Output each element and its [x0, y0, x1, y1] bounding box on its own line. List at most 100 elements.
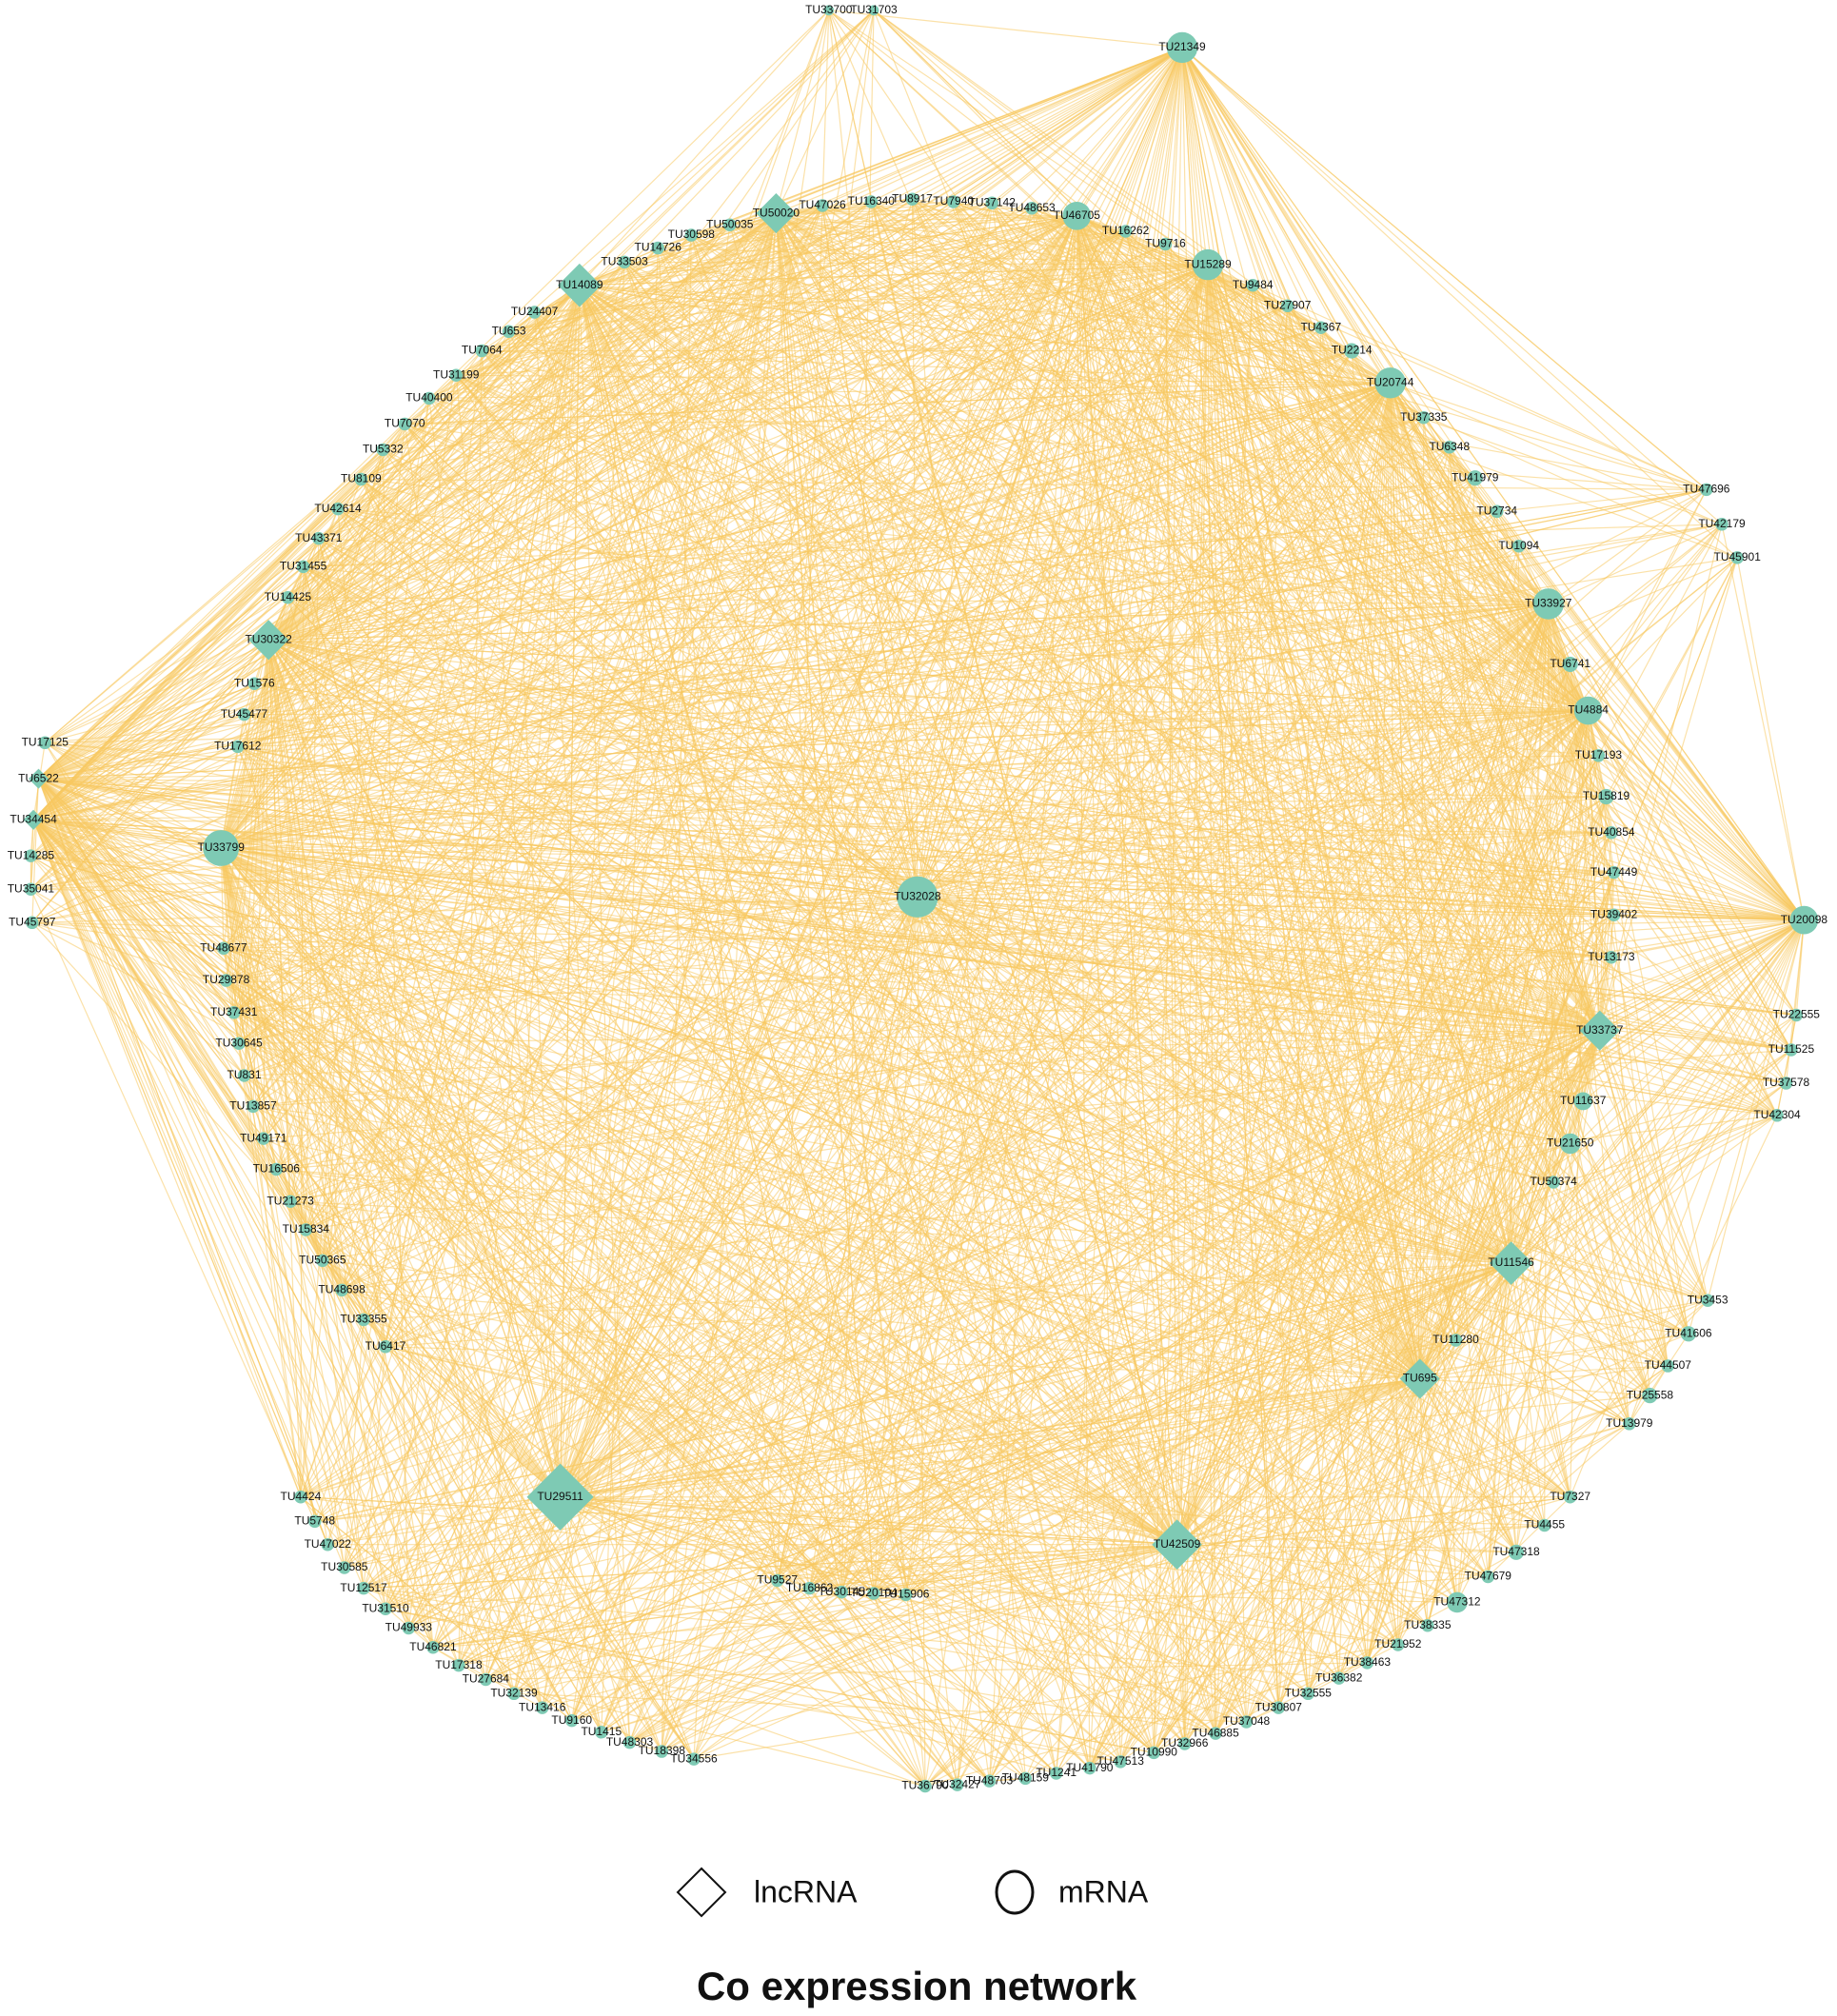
edge: [300, 449, 384, 1497]
edge: [1176, 1015, 1797, 1546]
node-label: TU7940: [933, 194, 974, 208]
node-circle: [308, 1514, 322, 1529]
edge: [382, 449, 409, 1629]
edge: [1582, 919, 1805, 1102]
node: TU46705: [1054, 201, 1100, 230]
edge: [385, 1608, 1155, 1753]
node-circle: [951, 1778, 964, 1791]
node-circle: [868, 5, 879, 16]
edge: [560, 1496, 906, 1595]
node-circle: [1563, 1491, 1577, 1504]
node: TU2214: [1332, 343, 1373, 359]
edge: [917, 896, 1669, 1367]
edge: [1181, 47, 1550, 604]
node: TU4884: [1568, 696, 1609, 725]
edge: [560, 201, 872, 1497]
edge: [1153, 914, 1615, 1753]
node-label: TU33700: [805, 3, 853, 16]
node-label: TU20744: [1367, 375, 1414, 388]
node-label: TU30598: [668, 227, 716, 241]
node-circle: [946, 195, 960, 208]
edge: [407, 285, 581, 1629]
edge: [32, 819, 1155, 1753]
node-circle: [1573, 1092, 1592, 1111]
node-label: TU22555: [1773, 1008, 1821, 1021]
edge: [1076, 47, 1183, 217]
node: TU5748: [294, 1514, 335, 1529]
edge: [289, 382, 1392, 1202]
node: TU48677: [200, 940, 247, 956]
edge: [221, 847, 1600, 1032]
edge: [840, 306, 1289, 1592]
edge: [268, 639, 1612, 959]
edge: [662, 1496, 1570, 1752]
edge: [404, 424, 1399, 1646]
edge: [363, 446, 1451, 1590]
node: TU27907: [1264, 298, 1312, 313]
edge: [873, 10, 1077, 217]
edge: [38, 778, 1456, 1341]
edge: [693, 213, 777, 1760]
edge: [30, 709, 1589, 890]
node: TU45901: [1714, 550, 1761, 564]
edge: [1511, 1262, 1650, 1396]
node-label: TU48159: [1002, 1771, 1050, 1785]
edge: [322, 202, 993, 1261]
edge: [821, 205, 1517, 1553]
edge: [911, 199, 1421, 1379]
node-label: TU33355: [340, 1313, 387, 1326]
node-diamond: [1579, 1010, 1620, 1051]
edge: [220, 847, 434, 1648]
node: TU7064: [462, 344, 503, 358]
node: TU16340: [848, 194, 895, 208]
edge: [775, 212, 1057, 1774]
node: TU8917: [892, 191, 933, 206]
node-label: TU20098: [1781, 913, 1828, 926]
edge: [579, 285, 1279, 1709]
edge: [32, 508, 339, 820]
edge: [337, 230, 1126, 510]
edge: [1419, 1377, 1650, 1396]
edge: [341, 205, 823, 1291]
edge: [693, 1644, 1398, 1760]
node-label: TU14285: [8, 848, 55, 861]
edge: [485, 1662, 1368, 1681]
edge: [1366, 1299, 1709, 1664]
edge: [38, 778, 1787, 1084]
edge: [1487, 1496, 1571, 1577]
edge: [1153, 603, 1550, 1753]
edge: [661, 417, 1425, 1752]
node: TU49171: [240, 1131, 287, 1145]
node: TU13173: [1588, 950, 1635, 964]
edge: [1176, 1049, 1792, 1546]
node-circle: [1770, 1109, 1784, 1122]
node-label: TU32555: [1285, 1686, 1333, 1699]
edge: [303, 566, 386, 1347]
edge: [37, 778, 328, 1545]
node: TU31455: [280, 560, 327, 574]
edge: [905, 796, 1607, 1595]
node-label: TU37335: [1400, 410, 1448, 424]
node-label: TU46885: [1192, 1726, 1239, 1739]
edge: [657, 247, 1549, 605]
edge: [542, 10, 875, 1709]
edge: [1629, 919, 1805, 1424]
edge: [1125, 230, 1458, 1603]
node-label: TU13416: [519, 1700, 566, 1713]
edge: [917, 244, 1167, 898]
node-circle: [1562, 656, 1578, 673]
node-circle: [502, 325, 516, 339]
edge: [385, 1346, 1458, 1604]
node: TU47318: [1492, 1544, 1540, 1560]
edge: [287, 597, 1570, 665]
node: TU33737: [1576, 1010, 1624, 1051]
edge: [220, 202, 993, 849]
node: TU46821: [409, 1640, 457, 1654]
edge: [1176, 478, 1476, 1545]
node: TU653: [492, 324, 526, 339]
edge: [32, 819, 842, 1593]
node: TU12517: [340, 1581, 387, 1595]
edge: [513, 212, 777, 1694]
node-label: TU4367: [1300, 320, 1341, 333]
node: TU42614: [314, 502, 362, 516]
